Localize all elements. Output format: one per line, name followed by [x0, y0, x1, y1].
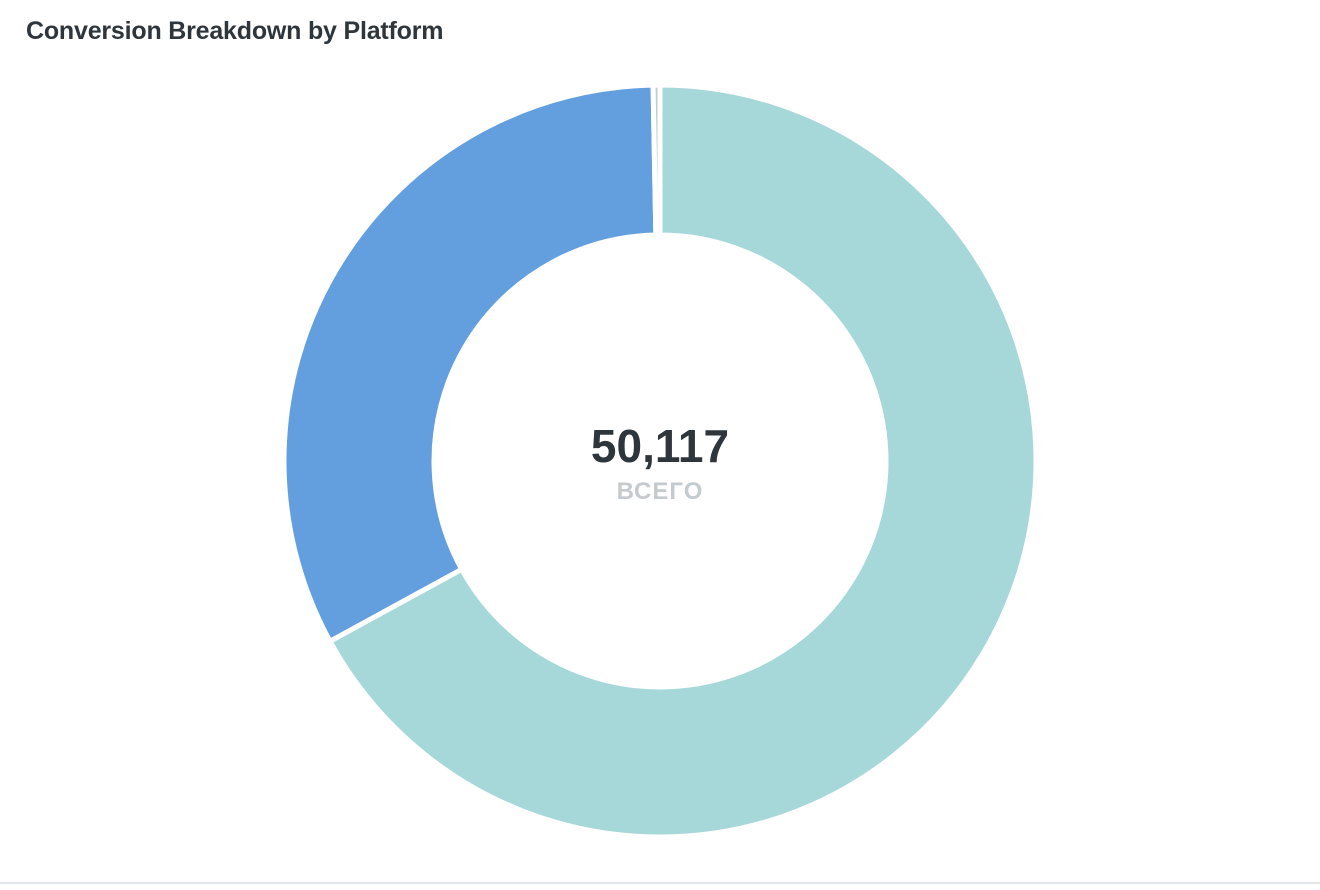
- total-label: ВСЕГО: [617, 478, 704, 505]
- donut-slices: [281, 82, 1039, 840]
- chart-title: Conversion Breakdown by Platform: [26, 17, 444, 45]
- donut-slice-1[interactable]: [327, 82, 1039, 840]
- total-value: 50,117: [591, 420, 729, 472]
- donut-slice-2[interactable]: [281, 82, 659, 644]
- donut-slice-3[interactable]: [650, 82, 663, 238]
